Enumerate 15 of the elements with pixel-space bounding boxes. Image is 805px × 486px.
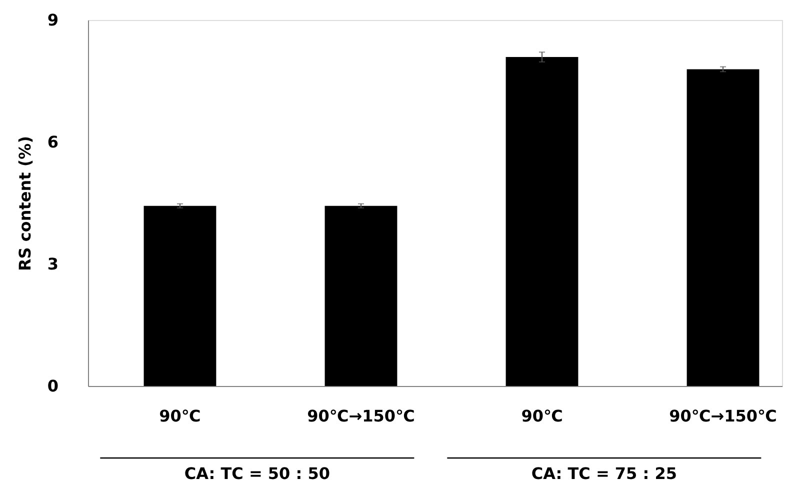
x-tick-label: 90℃ xyxy=(159,406,201,426)
y-tick-label: 0 xyxy=(47,376,58,396)
x-tick-label: 90℃ xyxy=(521,406,563,426)
x-tick-label: 90℃→150℃ xyxy=(307,406,415,426)
text: CA: TC = 50 : 50 xyxy=(184,464,330,483)
bar xyxy=(686,69,760,386)
y-axis-title: RS content (%) xyxy=(15,136,34,272)
bar xyxy=(324,206,398,386)
bar xyxy=(144,206,216,386)
text: CA: TC = 75 : 25 xyxy=(531,464,677,483)
y-tick-label: 3 xyxy=(47,254,58,274)
bar xyxy=(506,57,578,386)
x-tick-label: 90℃→150℃ xyxy=(669,406,777,426)
y-tick-label: 6 xyxy=(47,132,58,152)
y-tick-label: 9 xyxy=(47,10,58,30)
